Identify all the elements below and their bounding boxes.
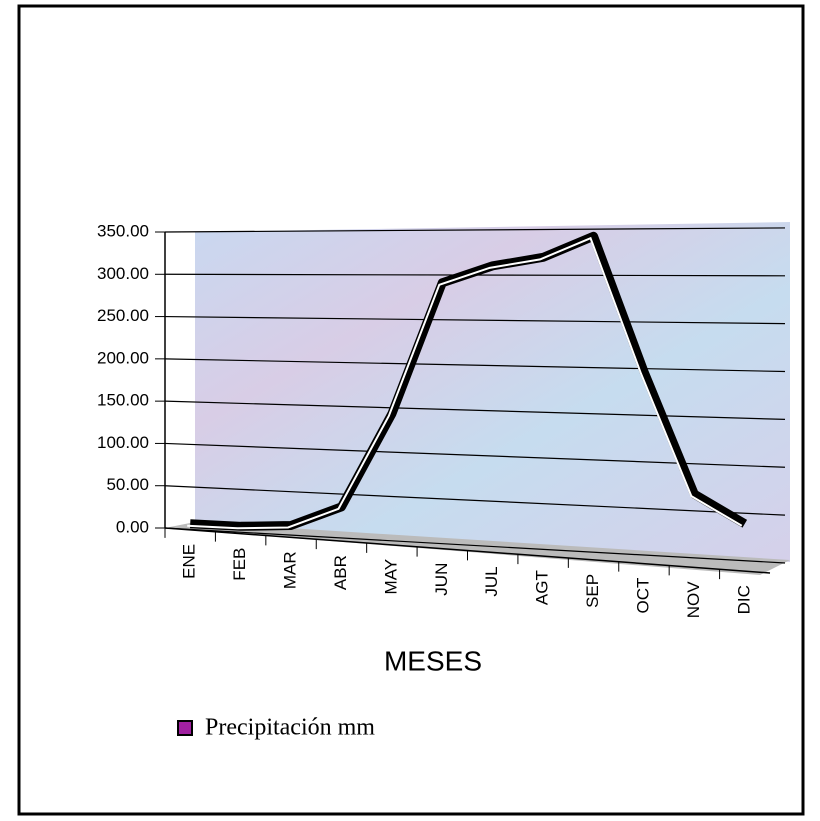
- grid-line: [164, 358, 786, 373]
- y-tick-label: 350.00: [97, 221, 149, 240]
- frame: [17, 4, 805, 816]
- x-tick-label: SEP: [583, 574, 602, 608]
- x-tick-label: OCT: [633, 578, 652, 614]
- y-tick-label: 200.00: [97, 348, 149, 367]
- x-tick-label: ABR: [331, 555, 350, 590]
- legend-label: Precipitación mm: [205, 715, 375, 741]
- plot-floor: [165, 522, 790, 575]
- y-tick-label: 250.00: [97, 306, 149, 325]
- grid-line: [164, 485, 786, 516]
- x-tick-label: DIC: [734, 585, 753, 614]
- y-tick-label: 150.00: [97, 391, 149, 410]
- x-tick-label: JUL: [482, 566, 501, 596]
- y-tick-label: 0.00: [116, 517, 149, 536]
- y-tick-label: 50.00: [106, 475, 149, 494]
- x-tick-label: AGT: [533, 570, 552, 605]
- grid-line: [164, 227, 786, 233]
- y-tick-label: 100.00: [97, 433, 149, 452]
- x-tick-label: JUN: [432, 563, 451, 596]
- x-tick-label: MAR: [281, 551, 300, 589]
- x-tick-label: NOV: [684, 581, 703, 619]
- x-tick-label: ENE: [180, 544, 199, 579]
- grid-line: [164, 527, 786, 564]
- grid-line: [164, 400, 786, 420]
- x-tick-label: FEB: [230, 548, 249, 581]
- x-axis-title: MESES: [384, 645, 482, 676]
- grid-line: [164, 315, 786, 325]
- y-tick-label: 300.00: [97, 264, 149, 283]
- legend-swatch: [177, 720, 193, 736]
- x-tick-label: MAY: [381, 559, 400, 595]
- series-line-highlight: [187, 236, 743, 530]
- plot-wall: [195, 222, 790, 562]
